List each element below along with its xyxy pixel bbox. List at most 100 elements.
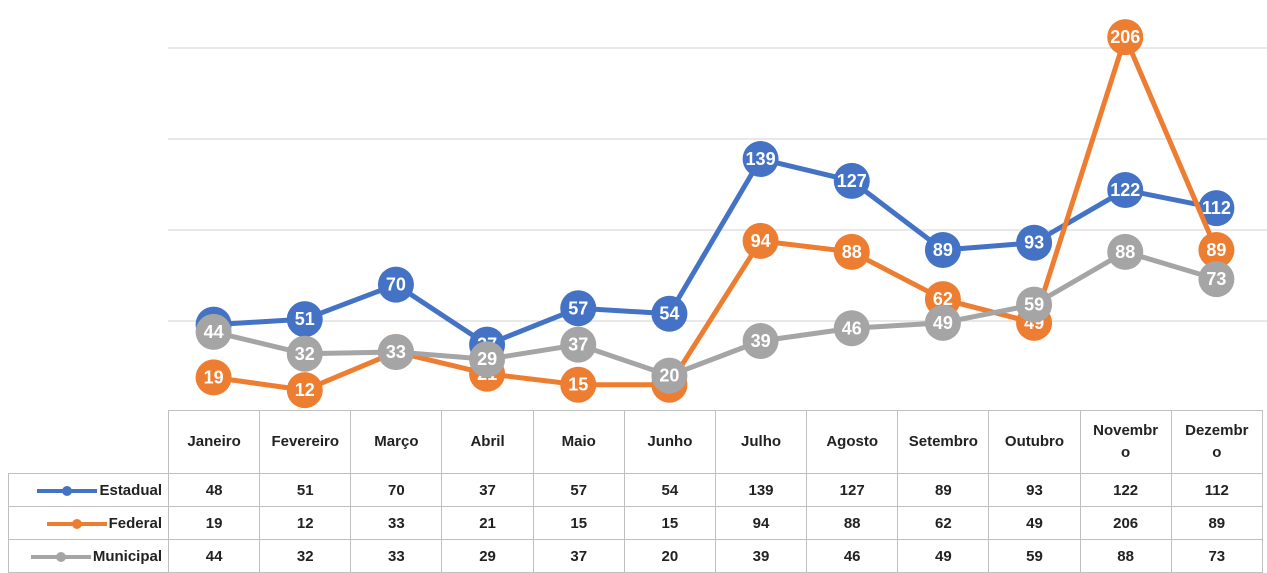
table-value: 89 — [897, 473, 990, 507]
data-marker — [833, 310, 870, 347]
data-marker — [742, 222, 779, 259]
legend-swatch — [30, 550, 91, 564]
data-marker — [924, 232, 961, 269]
table-value: 21 — [441, 506, 534, 540]
data-label: 32 — [295, 344, 315, 364]
table-value: 94 — [714, 506, 808, 540]
data-label: 51 — [295, 309, 315, 329]
legend-swatch — [46, 517, 107, 531]
category-label: Agosto — [806, 410, 899, 474]
data-label: 59 — [1024, 295, 1044, 315]
category-label: Março — [350, 410, 443, 474]
table-value: 15 — [532, 506, 625, 540]
data-label: 33 — [386, 342, 406, 362]
data-marker — [1198, 261, 1235, 298]
data-marker — [1198, 190, 1235, 227]
series-row: Municipal 44 32 33 29 37 20 39 46 49 59 88 73 — [8, 539, 1263, 573]
table-value: 70 — [350, 473, 443, 507]
data-marker — [377, 333, 414, 370]
data-marker — [560, 290, 597, 327]
category-label: Novembro — [1079, 410, 1172, 474]
data-marker — [1107, 233, 1144, 270]
data-marker — [651, 357, 688, 394]
data-label: 94 — [751, 231, 771, 251]
data-marker — [1016, 224, 1053, 261]
table-value: 15 — [623, 506, 716, 540]
data-label: 46 — [842, 318, 862, 338]
table-value: 19 — [167, 506, 261, 540]
category-label: Janeiro — [167, 410, 261, 474]
series-line — [213, 34, 1219, 393]
data-marker — [560, 326, 597, 363]
data-marker — [286, 301, 323, 338]
data-label: 15 — [568, 375, 588, 395]
table-value: 62 — [897, 506, 990, 540]
table-value: 37 — [441, 473, 534, 507]
corner — [8, 410, 169, 474]
chart: 4851703757541391278993122112191233211515… — [168, 19, 1267, 409]
legend-label: Federal — [108, 514, 162, 532]
data-marker — [195, 359, 232, 396]
table-value: 73 — [1170, 539, 1263, 573]
data-label: 19 — [204, 367, 224, 387]
data-label: 44 — [204, 322, 224, 342]
series-row: Federal 19 12 33 21 15 15 94 88 62 49 206 89 — [8, 506, 1263, 540]
legend-entry: Municipal — [8, 539, 169, 573]
table-value: 12 — [259, 506, 352, 540]
data-marker — [651, 295, 688, 332]
data-label: 54 — [659, 304, 679, 324]
table-value: 112 — [1170, 473, 1263, 507]
data-label: 49 — [933, 313, 953, 333]
legend-label: Estadual — [99, 481, 162, 499]
data-label: 88 — [842, 242, 862, 262]
table-value: 46 — [806, 539, 899, 573]
table-value: 88 — [806, 506, 899, 540]
data-marker — [469, 341, 506, 378]
data-label: 29 — [477, 349, 497, 369]
header-row: Janeiro Fevereiro Março Abril Maio Junho Julho… — [8, 410, 1263, 474]
data-label: 122 — [1110, 180, 1140, 200]
table-value: 139 — [714, 473, 808, 507]
data-marker — [195, 313, 232, 350]
data-marker — [833, 233, 870, 270]
data-marker — [286, 372, 323, 409]
data-label: 70 — [386, 275, 406, 295]
table-value: 49 — [988, 506, 1081, 540]
data-label: 12 — [295, 380, 315, 400]
table-value: 49 — [897, 539, 990, 573]
series-row: Estadual 48 51 70 37 57 54 139 127 89 93 122 112 — [8, 473, 1263, 507]
data-label: 93 — [1024, 233, 1044, 253]
table-value: 44 — [167, 539, 261, 573]
data-label: 89 — [933, 240, 953, 260]
data-label: 73 — [1206, 269, 1226, 289]
data-marker — [1107, 171, 1144, 208]
table-value: 48 — [167, 473, 261, 507]
data-label: 20 — [659, 366, 679, 386]
table-value: 127 — [806, 473, 899, 507]
table-value: 39 — [714, 539, 808, 573]
table-value: 33 — [350, 506, 443, 540]
table-value: 51 — [259, 473, 352, 507]
data-label: 37 — [568, 335, 588, 355]
category-label: Dezembro — [1170, 410, 1263, 474]
data-marker — [742, 323, 779, 360]
data-label: 62 — [933, 289, 953, 309]
data-marker — [833, 162, 870, 199]
legend-entry: Estadual — [8, 473, 169, 507]
data-label: 39 — [751, 331, 771, 351]
legend-label: Municipal — [92, 547, 162, 565]
data-label: 57 — [568, 298, 588, 318]
data-table: Janeiro Fevereiro Março Abril Maio Junho Julho… — [8, 410, 1263, 573]
data-label: 127 — [837, 171, 867, 191]
data-label: 206 — [1110, 27, 1140, 47]
table-value: 206 — [1079, 506, 1172, 540]
data-marker — [377, 266, 414, 303]
data-marker — [560, 366, 597, 403]
table-value: 57 — [532, 473, 625, 507]
category-label: Maio — [532, 410, 625, 474]
category-label: Julho — [714, 410, 808, 474]
data-label: 139 — [746, 149, 776, 169]
data-marker — [1107, 19, 1144, 56]
table-value: 29 — [441, 539, 534, 573]
